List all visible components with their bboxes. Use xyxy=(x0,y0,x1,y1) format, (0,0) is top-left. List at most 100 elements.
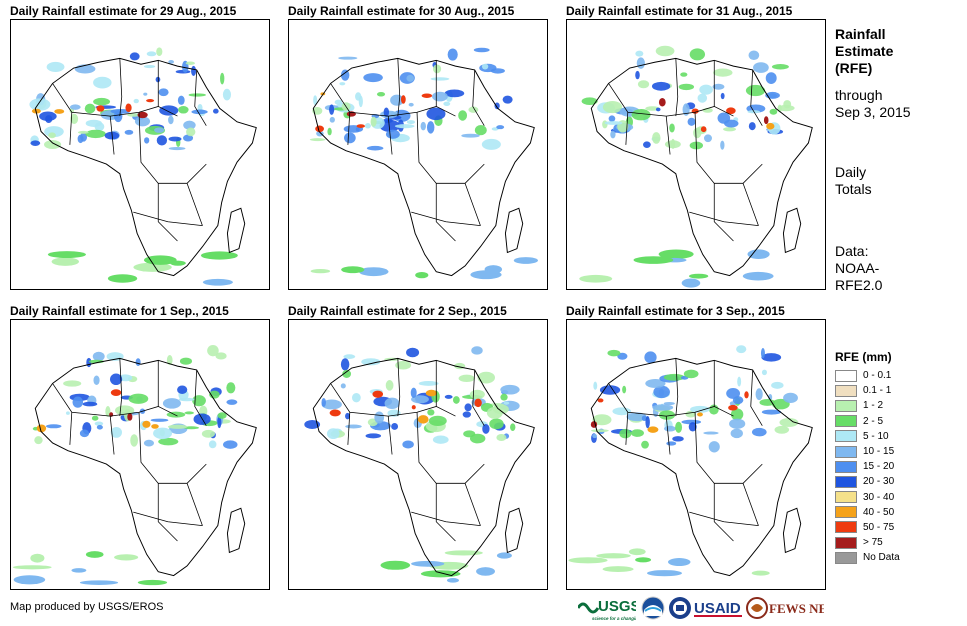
map-panel-sep3: Daily Rainfall estimate for 3 Sep., 2015 xyxy=(566,304,828,590)
map-panel-aug31: Daily Rainfall estimate for 31 Aug., 201… xyxy=(566,4,828,290)
data-source-line: NOAA- xyxy=(835,260,880,276)
country-border xyxy=(157,483,178,542)
totals-line: Totals xyxy=(835,181,872,197)
country-border xyxy=(416,412,485,484)
product-title-line: Rainfall xyxy=(835,26,886,42)
legend-swatch xyxy=(835,445,857,458)
panel-title: Daily Rainfall estimate for 1 Sep., 2015 xyxy=(10,304,229,318)
legend-swatch xyxy=(835,430,857,443)
country-border xyxy=(435,183,456,242)
legend-swatch xyxy=(835,475,857,488)
totals-text: Daily Totals xyxy=(835,164,872,198)
legend-item: 40 - 50 xyxy=(835,505,925,520)
legend-swatch xyxy=(835,460,857,473)
country-border xyxy=(742,483,759,526)
rainfall-map xyxy=(10,319,270,590)
coastline xyxy=(312,57,535,277)
map-panel-aug29: Daily Rainfall estimate for 29 Aug., 201… xyxy=(10,4,272,290)
country-border xyxy=(69,412,73,445)
rainfall-map xyxy=(10,19,270,290)
legend-item: 10 - 15 xyxy=(835,444,925,459)
rainfall-field xyxy=(12,345,238,586)
country-border xyxy=(109,416,115,455)
madagascar-outline xyxy=(504,507,524,554)
country-border xyxy=(713,483,734,542)
noaa-logo xyxy=(641,594,665,622)
legend-label: > 75 xyxy=(863,537,883,549)
agency-logos: USGS science for a changing world USAID … xyxy=(578,594,828,622)
totals-line: Daily xyxy=(835,164,867,180)
rainfall-map xyxy=(566,319,826,590)
country-border xyxy=(742,183,759,226)
legend-label: 1 - 2 xyxy=(863,400,884,412)
legend-label: 0.1 - 1 xyxy=(863,385,892,397)
panel-title: Daily Rainfall estimate for 2 Sep., 2015 xyxy=(288,304,507,318)
rainfall-field xyxy=(29,47,238,286)
data-source-line: RFE2.0 xyxy=(835,277,883,293)
country-border xyxy=(157,183,178,242)
usgs-logo: USGS science for a changing world xyxy=(578,594,636,622)
country-border xyxy=(52,383,178,417)
rainfall-map xyxy=(288,19,548,290)
country-border xyxy=(472,369,485,426)
country-border xyxy=(194,69,207,126)
legend-item: > 75 xyxy=(835,535,925,550)
country-border xyxy=(464,483,481,526)
legend-label: 20 - 30 xyxy=(863,476,895,488)
country-border xyxy=(387,416,393,455)
map-panel-sep1: Daily Rainfall estimate for 1 Sep., 2015 xyxy=(10,304,272,590)
country-border xyxy=(186,483,203,526)
product-title: Rainfall Estimate (RFE) xyxy=(835,26,893,77)
legend-swatch xyxy=(835,415,857,428)
madagascar-outline xyxy=(782,507,802,554)
country-border xyxy=(133,211,203,226)
rainfall-field xyxy=(304,346,520,583)
map-panel-sep2: Daily Rainfall estimate for 2 Sep., 2015 xyxy=(288,304,550,590)
country-border xyxy=(347,412,351,445)
panel-title: Daily Rainfall estimate for 30 Aug., 201… xyxy=(288,4,515,18)
legend-item: 50 - 75 xyxy=(835,520,925,535)
legend-label: 10 - 15 xyxy=(863,446,895,458)
coastline xyxy=(34,357,257,577)
panel-title: Daily Rainfall estimate for 3 Sep., 2015 xyxy=(566,304,785,318)
madagascar-outline xyxy=(504,207,524,254)
legend-item: 20 - 30 xyxy=(835,474,925,489)
rainfall-field xyxy=(568,345,799,577)
svg-text:USGS: USGS xyxy=(598,598,636,615)
legend-item: 30 - 40 xyxy=(835,490,925,505)
country-border xyxy=(625,112,629,145)
country-border xyxy=(347,112,351,145)
legend-item: 0.1 - 1 xyxy=(835,383,925,398)
country-border xyxy=(397,58,401,117)
legend-item: 1 - 2 xyxy=(835,398,925,413)
country-border xyxy=(69,112,73,145)
country-border xyxy=(397,358,401,417)
period-line: through xyxy=(835,87,883,103)
country-border xyxy=(109,116,115,155)
country-border xyxy=(675,58,679,117)
legend-swatch xyxy=(835,491,857,504)
country-border xyxy=(119,358,123,417)
panel-title: Daily Rainfall estimate for 29 Aug., 201… xyxy=(10,4,237,18)
madagascar-outline xyxy=(226,507,246,554)
rainfall-legend: RFE (mm) 0 - 0.1 0.1 - 1 1 - 2 2 - 5 5 - 10 1… xyxy=(835,350,925,565)
legend-label: 2 - 5 xyxy=(863,415,884,427)
legend-label: 40 - 50 xyxy=(863,506,895,518)
legend-item: No Data xyxy=(835,550,925,565)
legend-swatch xyxy=(835,399,857,412)
legend-swatch xyxy=(835,506,857,519)
country-border xyxy=(689,211,759,226)
country-border xyxy=(694,412,763,484)
period-text: through Sep 3, 2015 xyxy=(835,87,911,121)
country-border xyxy=(133,511,203,526)
africa-map xyxy=(579,45,813,288)
legend-title: RFE (mm) xyxy=(835,350,892,364)
country-border xyxy=(416,112,485,184)
legend-label: 30 - 40 xyxy=(863,491,895,503)
legend-item: 2 - 5 xyxy=(835,414,925,429)
country-border xyxy=(330,383,456,417)
legend-swatch xyxy=(835,369,857,382)
coastline xyxy=(312,357,535,577)
data-source-text: Data: NOAA- RFE2.0 xyxy=(835,243,882,294)
country-border xyxy=(665,116,671,155)
